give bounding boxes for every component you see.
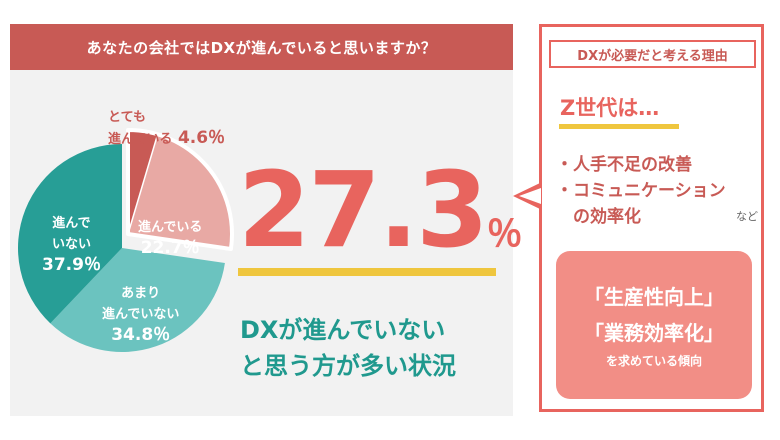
slice-name-line: 進んで [52, 216, 91, 231]
pie-slice-advanced [128, 134, 232, 249]
subtitle-underline [559, 124, 679, 129]
summary-line: と思う方が多い状況 [240, 352, 456, 380]
goal-note: を求めている傾向 [605, 354, 702, 368]
reasons-subtitle: Z世代は… [560, 96, 660, 120]
goal-line: 「業務効率化」 [584, 321, 724, 345]
slice-divider [127, 134, 159, 235]
slice-label-very-advanced: とても 進んでいる 4.6％ [108, 106, 225, 149]
pie-slice-not-very-advanced [50, 248, 225, 353]
headline-percentage: 27.3％ [238, 149, 523, 271]
slice-value: 34.8％ [111, 324, 171, 345]
question-banner: あなたの会社ではDXが進んでいると思いますか？ [10, 24, 513, 70]
slice-label-not-advanced: 進んで いない 37.9％ [42, 212, 101, 276]
reasons-title: DXが必要だと考える理由 [549, 40, 756, 68]
reason-item: の効率化 [556, 207, 641, 227]
slice-name-line: あまり [121, 286, 161, 301]
slice-value: 37.9％ [42, 254, 101, 275]
slice-name-line: 進んでいない [102, 306, 180, 322]
slice-name-line: いない [51, 236, 91, 252]
headline-underline [238, 268, 496, 276]
callout-arrow-inner [519, 188, 541, 204]
slice-name-line: 進んでいる [138, 220, 203, 235]
slice-label-not-very-advanced: あまり 進んでいない 34.8％ [102, 282, 179, 346]
goal-box: 「生産性向上」 「業務効率化」 を求めている傾向 [556, 251, 752, 399]
reason-item: ・コミュニケーション [556, 181, 726, 201]
slice-label-advanced: 進んでいる 22.7％ [138, 216, 202, 259]
slice-value: 22.7％ [140, 237, 200, 258]
headline-value: 27.3 [238, 149, 489, 271]
slice-name-line: とても [108, 110, 146, 125]
slice-value: 4.6％ [177, 127, 226, 148]
summary-line: DXが進んでいない [240, 316, 446, 344]
goal-line: 「生産性向上」 [584, 285, 724, 309]
headline-unit: ％ [486, 214, 523, 255]
pie-slice-not-advanced [17, 144, 123, 324]
reasons-etc: など [736, 210, 758, 223]
summary-text: DXが進んでいない と思う方が多い状況 [240, 312, 510, 384]
slice-name-line: 進んでいる [108, 131, 173, 147]
highlight-outline [126, 128, 234, 251]
reason-item: ・人手不足の改善 [556, 155, 692, 175]
